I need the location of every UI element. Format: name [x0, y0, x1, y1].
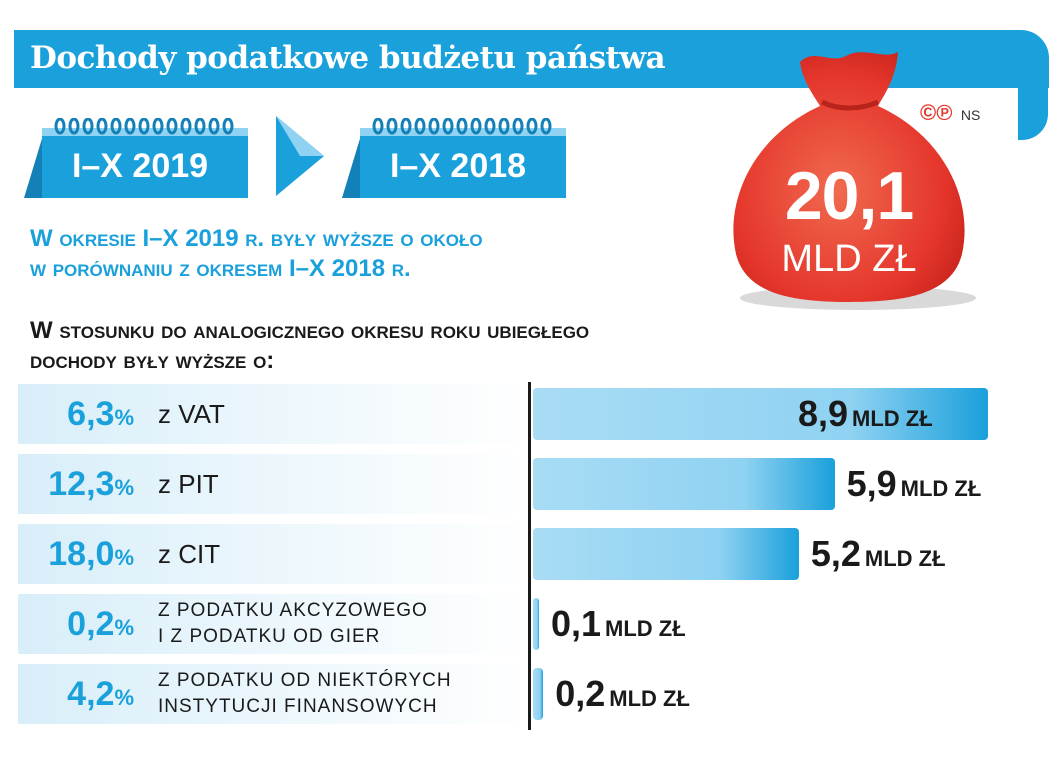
value-number: 0,1: [551, 603, 602, 644]
category-label-line: Z PODATKU AKCYZOWEGO: [158, 600, 428, 621]
bag-unit: MLD ZŁ: [781, 238, 917, 280]
title-banner-curl: [1018, 60, 1048, 140]
row-background: [18, 594, 530, 654]
comparison-line-2: w porównaniu z okresem I–X 2018 r.: [30, 255, 411, 282]
category-label: z VAT: [158, 384, 225, 444]
percent-change: 4,2%: [22, 664, 134, 731]
bar: [533, 388, 988, 440]
value-unit: MLD ZŁ: [864, 546, 946, 571]
percent-change: 0,2%: [22, 594, 134, 661]
percent-value: 18,0: [48, 535, 115, 573]
category-label-line: INSTYTUCJI FINANSOWYCH: [158, 696, 438, 717]
calendar-icon: [24, 118, 248, 198]
comparison-line-1: W okresie I–X 2019 r. były wyższe o okoł…: [30, 225, 483, 252]
bar-value-label: 0,2 MLD ZŁ: [555, 670, 690, 726]
period-previous-label: I–X 2018: [389, 147, 527, 185]
percent-sign: %: [114, 615, 134, 640]
category-label: Z PODATKU OD NIEKTÓRYCH INSTYTUCJI FINANS…: [158, 668, 452, 720]
value-unit: MLD ZŁ: [852, 406, 933, 431]
chart-title: Dochody podatkowe budżetu państwa: [30, 40, 666, 76]
value-number: 5,2: [810, 533, 861, 574]
row-background: [18, 664, 530, 724]
bar: [533, 458, 835, 510]
copyright-mark: ©℗: [920, 100, 953, 125]
value-number: 0,2: [555, 673, 606, 714]
bar-value-label: 5,2 MLD ZŁ: [811, 530, 946, 586]
percent-change: 12,3%: [22, 454, 134, 521]
category-label-line: Z PODATKU OD NIEKTÓRYCH: [158, 670, 452, 691]
percent-sign: %: [114, 405, 134, 430]
category-label-line: I Z PODATKU OD GIER: [158, 626, 381, 647]
percent-value: 4,2: [67, 675, 115, 713]
row-background: [18, 384, 530, 444]
arrow-right-icon: [276, 116, 324, 196]
bar-value-label: 0,1 MLD ZŁ: [551, 600, 686, 656]
category-label-line: z PIT: [158, 469, 219, 499]
value-number: 8,9: [798, 393, 849, 434]
category-label-line: z VAT: [158, 399, 225, 429]
section-heading-line-1: W stosunku do analogicznego okresu roku …: [30, 317, 590, 344]
category-label: Z PODATKU AKCYZOWEGO I Z PODATKU OD GIER: [158, 598, 428, 650]
value-unit: MLD ZŁ: [609, 686, 690, 711]
calendar-previous: I–X 2018: [340, 118, 566, 198]
category-label: z PIT: [158, 454, 219, 514]
calendar-icon: [342, 118, 566, 198]
percent-value: 0,2: [67, 605, 115, 643]
period-current-label: I–X 2019: [71, 147, 209, 185]
money-bag-icon: [733, 52, 976, 310]
percent-change: 6,3%: [22, 384, 134, 451]
percent-sign: %: [114, 545, 134, 570]
author-initials: NS: [960, 107, 981, 123]
credits: ©℗ NS: [920, 100, 980, 126]
bar-value-label: 5,9 MLD ZŁ: [847, 460, 982, 516]
bar: [533, 668, 544, 720]
percent-change: 18,0%: [22, 524, 134, 591]
calendar-current: I–X 2019: [22, 118, 248, 198]
bag-value: 20,1: [784, 158, 914, 234]
percent-sign: %: [114, 475, 134, 500]
section-heading-line-2: dochody były wyższe o:: [30, 347, 275, 374]
value-unit: MLD ZŁ: [605, 616, 686, 641]
value-unit: MLD ZŁ: [900, 476, 982, 501]
value-number: 5,9: [846, 463, 897, 504]
category-label: z CIT: [158, 524, 220, 584]
bar: [533, 598, 539, 650]
row-background: [18, 524, 530, 584]
percent-value: 6,3: [67, 395, 115, 433]
chart-axis-divider: [528, 382, 531, 730]
row-background: [18, 454, 530, 514]
bar-value-label: 8,9 MLD ZŁ: [798, 390, 933, 446]
bar: [533, 528, 799, 580]
percent-sign: %: [114, 685, 134, 710]
category-label-line: z CIT: [158, 539, 221, 569]
percent-value: 12,3: [48, 465, 115, 503]
